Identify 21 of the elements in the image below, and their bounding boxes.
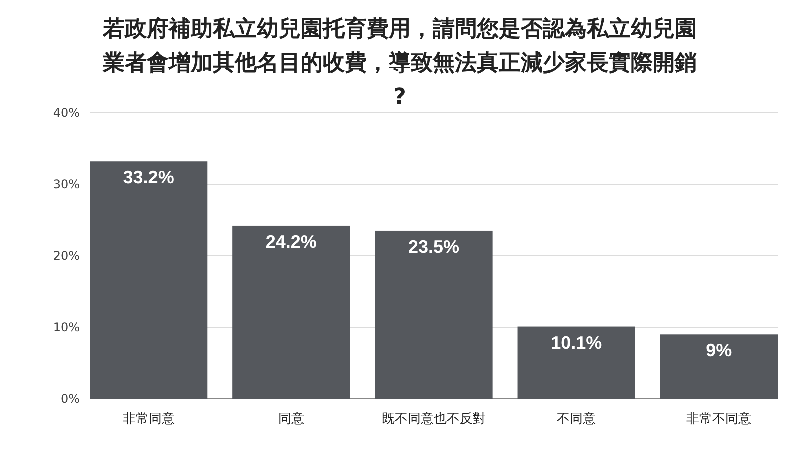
y-tick-label: 0% xyxy=(60,392,80,406)
y-tick-label: 10% xyxy=(53,320,80,335)
bar xyxy=(518,326,636,399)
bar xyxy=(660,334,778,399)
bar xyxy=(232,226,350,399)
y-tick-label: 30% xyxy=(53,178,80,192)
data-label: 24.2% xyxy=(266,232,317,252)
bar xyxy=(375,230,493,399)
data-label: 23.5% xyxy=(408,236,460,257)
x-tick-label: 同意 xyxy=(278,412,304,427)
chart-title: 若政府補助私立幼兒園托育費用，請問您是否認為私立幼兒園業者會增加其他名目的收費，導致無法真正減少家長實際開銷? xyxy=(102,16,697,110)
x-tick-label: 不同意 xyxy=(557,412,596,427)
x-tick-label: 非常同意 xyxy=(122,412,175,427)
x-tick-label: 既不同意也不反對 xyxy=(382,412,486,427)
data-label: 10.1% xyxy=(551,332,602,353)
data-label: 33.2% xyxy=(123,168,174,188)
y-tick-label: 40% xyxy=(53,106,80,120)
data-label: 9% xyxy=(706,340,732,361)
bar xyxy=(90,162,208,399)
y-tick-label: 20% xyxy=(53,249,80,264)
x-tick-label: 非常不同意 xyxy=(686,412,752,427)
